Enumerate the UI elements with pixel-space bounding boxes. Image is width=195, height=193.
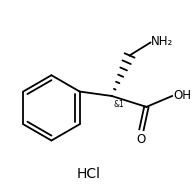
Text: HCl: HCl bbox=[77, 167, 101, 181]
Text: O: O bbox=[137, 133, 146, 146]
Text: &1: &1 bbox=[114, 100, 124, 109]
Text: NH₂: NH₂ bbox=[151, 35, 174, 48]
Text: OH: OH bbox=[173, 89, 191, 102]
